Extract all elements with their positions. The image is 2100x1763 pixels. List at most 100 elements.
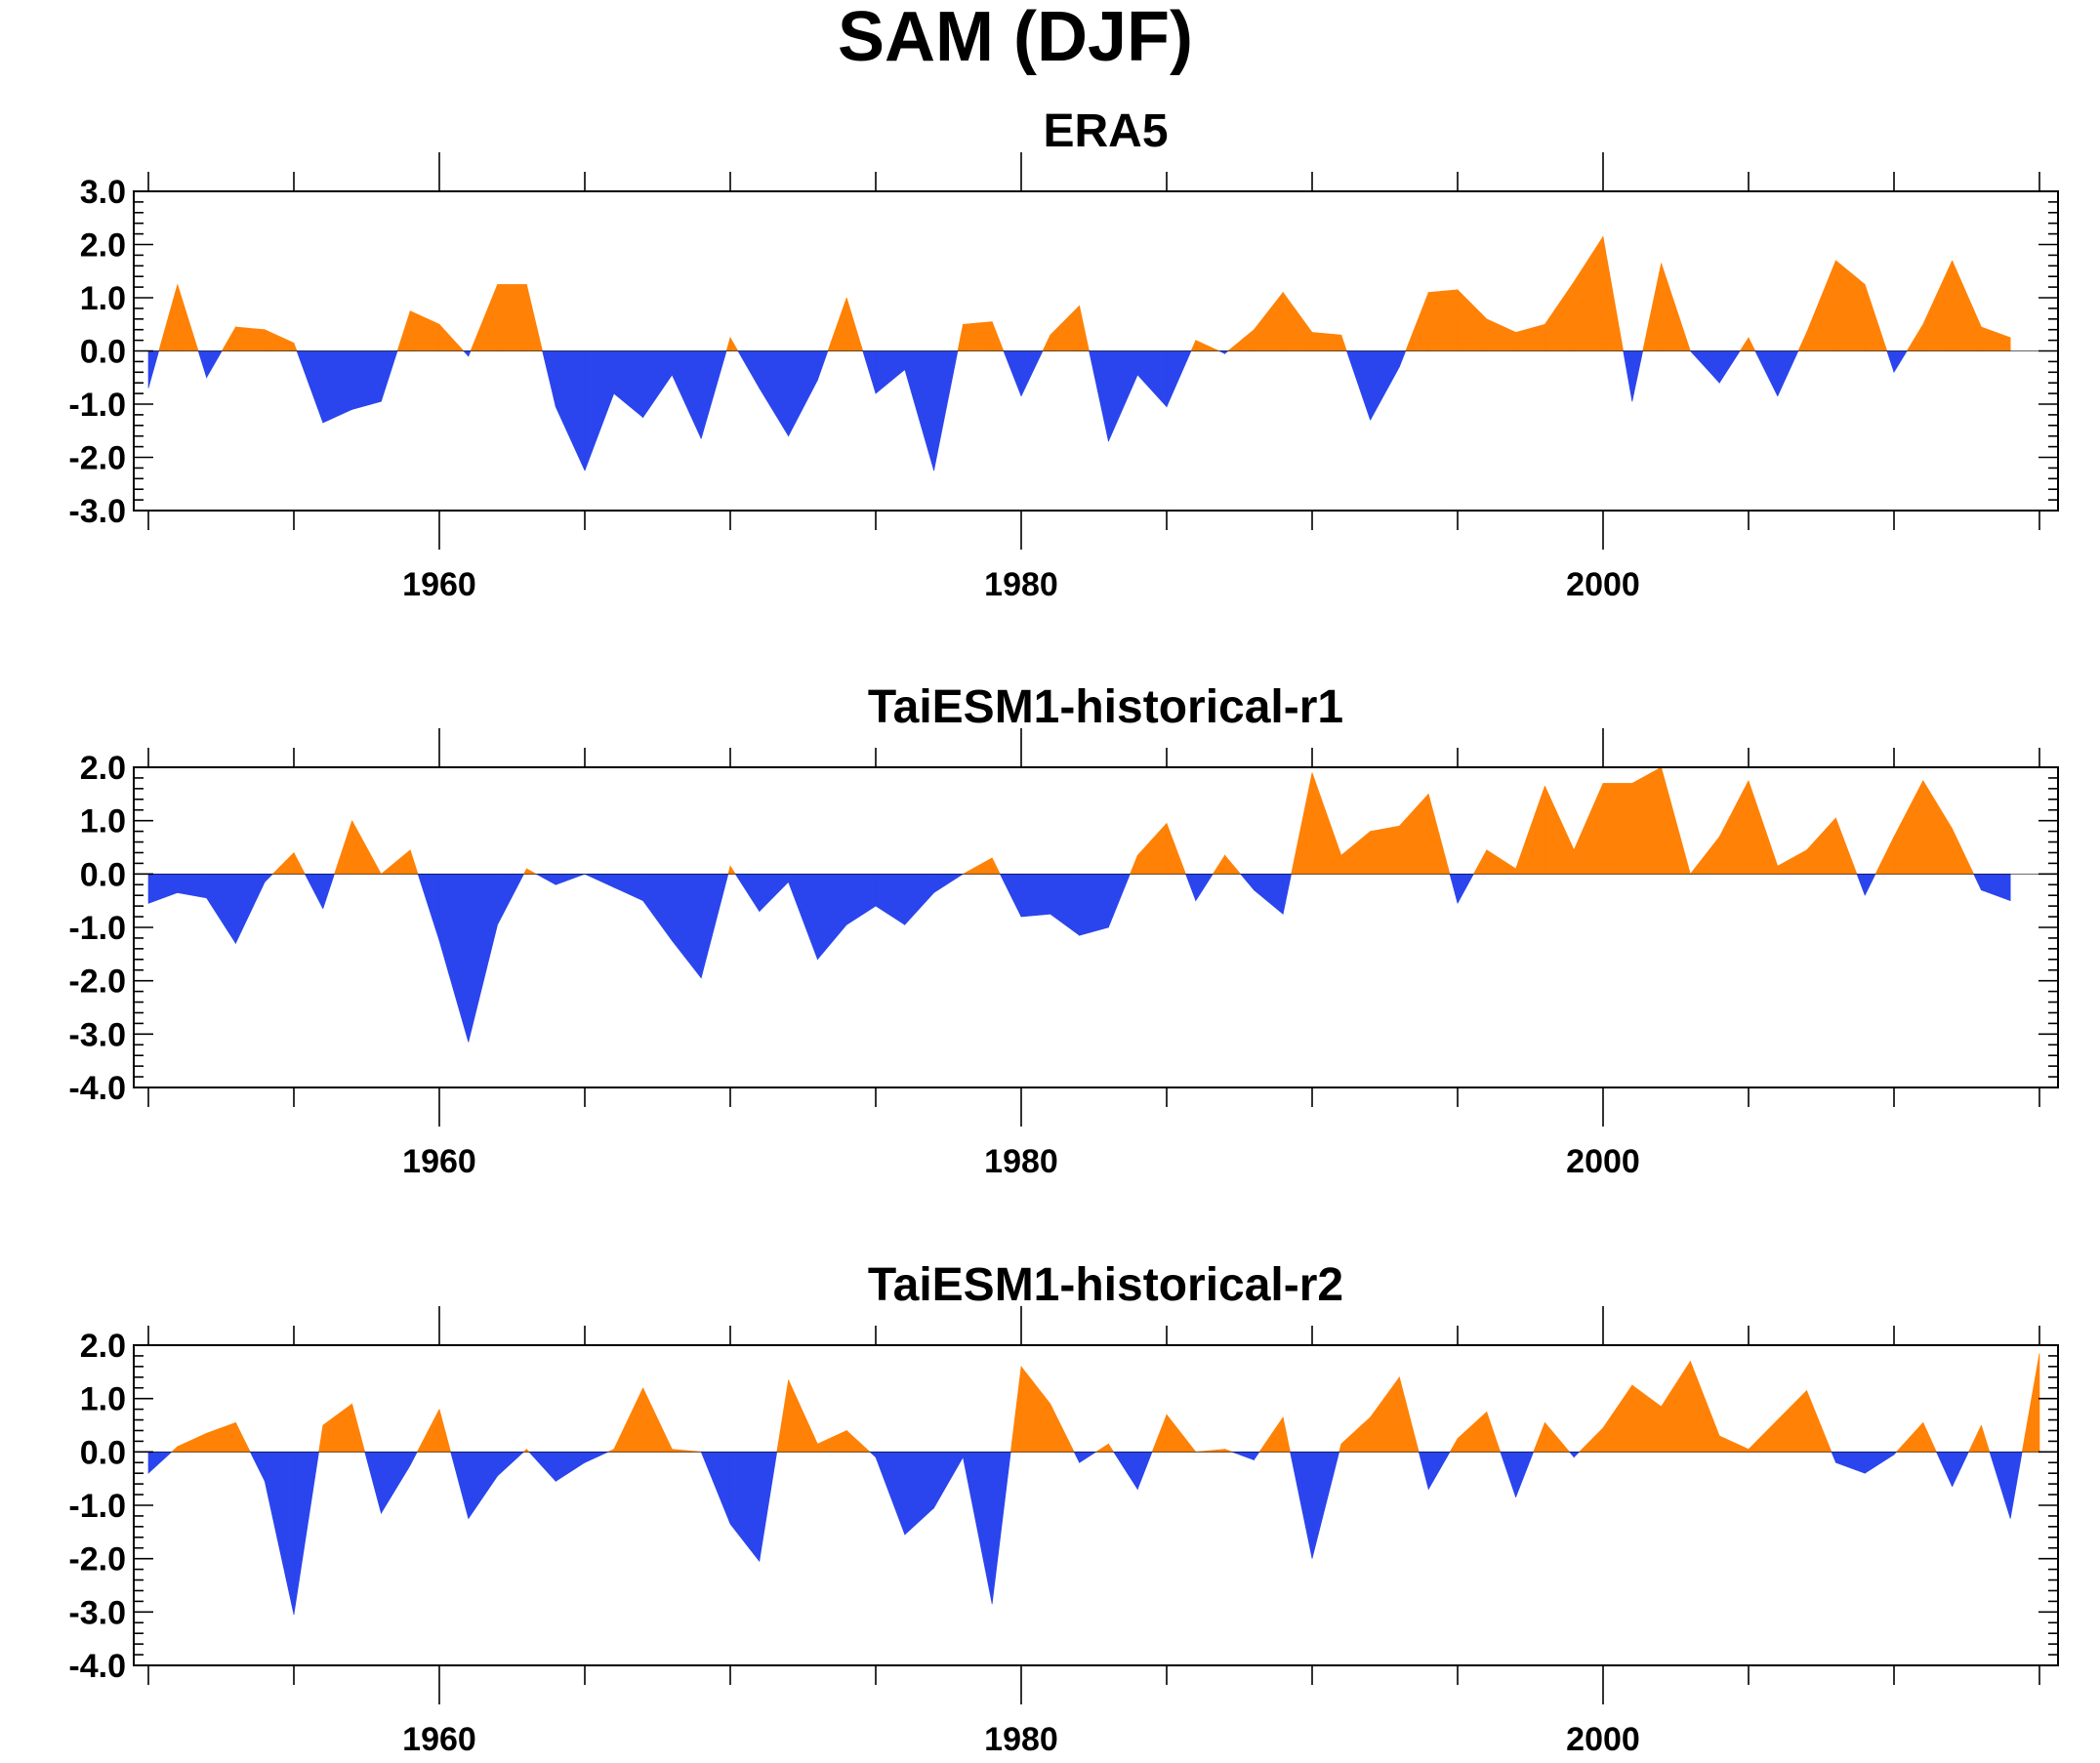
- negative-area: [304, 874, 324, 910]
- negative-area: [468, 874, 498, 1043]
- positive-area: [409, 849, 419, 875]
- negative-area: [817, 350, 829, 381]
- negative-area: [1418, 1452, 1429, 1490]
- positive-area: [235, 1422, 251, 1453]
- x-tick-label: 1980: [984, 566, 1058, 603]
- negative-area: [296, 350, 324, 424]
- negative-area: [1856, 874, 1866, 896]
- positive-area: [1399, 793, 1429, 875]
- negative-area: [1631, 350, 1644, 402]
- negative-area: [788, 874, 818, 960]
- positive-area: [271, 851, 295, 875]
- positive-area: [1472, 849, 1488, 875]
- positive-area: [171, 1446, 179, 1453]
- negative-area: [1989, 1452, 2011, 1519]
- y-tick-label: -4.0: [68, 1648, 126, 1685]
- positive-area: [396, 310, 411, 351]
- positive-area: [991, 321, 1005, 351]
- negative-area: [1573, 1452, 1581, 1458]
- positive-area: [1718, 780, 1750, 875]
- positive-area: [351, 820, 382, 875]
- positive-area: [1573, 783, 1604, 875]
- positive-area: [817, 1430, 847, 1453]
- positive-area: [1190, 340, 1197, 351]
- negative-area: [1345, 350, 1371, 421]
- positive-area: [1370, 1375, 1400, 1453]
- negative-area: [1108, 874, 1131, 928]
- positive-area: [788, 1379, 818, 1453]
- positive-area: [963, 321, 993, 351]
- x-tick-label: 2000: [1566, 1143, 1640, 1180]
- positive-area: [1311, 772, 1342, 875]
- positive-area: [845, 297, 864, 351]
- positive-area: [438, 323, 465, 351]
- panel-title: TaiESM1-historical-r1: [868, 681, 1343, 733]
- negative-area: [1981, 874, 2011, 902]
- positive-area: [470, 284, 498, 351]
- positive-area: [1544, 786, 1575, 875]
- y-tick-label: 0.0: [80, 1434, 126, 1471]
- negative-area: [613, 874, 643, 902]
- negative-area: [364, 1452, 382, 1514]
- positive-area: [1544, 1421, 1571, 1453]
- negative-area: [351, 350, 382, 410]
- negative-area: [1777, 350, 1799, 396]
- negative-area: [450, 1452, 470, 1519]
- negative-area: [1136, 350, 1168, 408]
- negative-area: [700, 874, 729, 979]
- positive-area: [1195, 340, 1219, 351]
- panel-title: TaiESM1-historical-r2: [868, 1259, 1343, 1311]
- positive-area: [1631, 766, 1662, 875]
- positive-area: [1486, 318, 1516, 351]
- positive-area: [1835, 817, 1858, 875]
- negative-area: [1136, 1452, 1153, 1490]
- positive-area: [1797, 332, 1807, 351]
- positive-area: [1642, 263, 1662, 351]
- positive-area: [1009, 1366, 1022, 1453]
- positive-area: [526, 284, 543, 351]
- negative-area: [1754, 350, 1779, 396]
- positive-area: [727, 866, 731, 875]
- negative-area: [1290, 1452, 1313, 1559]
- negative-area: [1113, 1452, 1138, 1491]
- positive-area: [729, 865, 736, 875]
- positive-area: [1405, 292, 1429, 351]
- area-series: [147, 235, 2011, 472]
- positive-area: [523, 868, 527, 875]
- positive-area: [1151, 1414, 1168, 1453]
- negative-area: [869, 1452, 877, 1458]
- negative-area: [700, 1452, 731, 1525]
- positive-area: [991, 857, 1001, 875]
- y-tick-label: -3.0: [68, 1594, 126, 1631]
- negative-area: [584, 874, 615, 888]
- positive-area: [1449, 1437, 1459, 1453]
- negative-area: [322, 350, 352, 424]
- negative-area: [904, 350, 934, 472]
- positive-area: [1777, 849, 1807, 875]
- negative-area: [1311, 1452, 1340, 1559]
- negative-area: [1195, 874, 1214, 902]
- positive-area: [1690, 1361, 1720, 1453]
- negative-area: [264, 874, 274, 883]
- negative-area: [1370, 350, 1400, 421]
- y-tick-label: -2.0: [68, 964, 126, 1001]
- negative-area: [862, 350, 877, 394]
- y-axis: 3.0 2.0 1.0 0.0 -1.0 -2.0 -3.0: [68, 174, 2058, 530]
- negative-area: [759, 1452, 778, 1562]
- figure-title: SAM (DJF): [838, 0, 1193, 76]
- negative-area: [1568, 1452, 1575, 1458]
- negative-area: [1050, 874, 1080, 936]
- positive-area: [158, 284, 179, 351]
- negative-area: [542, 350, 556, 407]
- positive-area: [221, 325, 236, 351]
- positive-area: [1661, 1360, 1691, 1453]
- positive-area: [1718, 1435, 1750, 1453]
- positive-area: [1874, 836, 1895, 875]
- positive-area: [1739, 336, 1750, 351]
- area-series: [147, 1353, 2040, 1616]
- positive-area: [1212, 854, 1225, 875]
- y-tick-label: 3.0: [80, 174, 126, 211]
- x-tick-label: 2000: [1566, 566, 1640, 603]
- positive-area: [438, 1409, 452, 1453]
- positive-area: [1661, 766, 1691, 875]
